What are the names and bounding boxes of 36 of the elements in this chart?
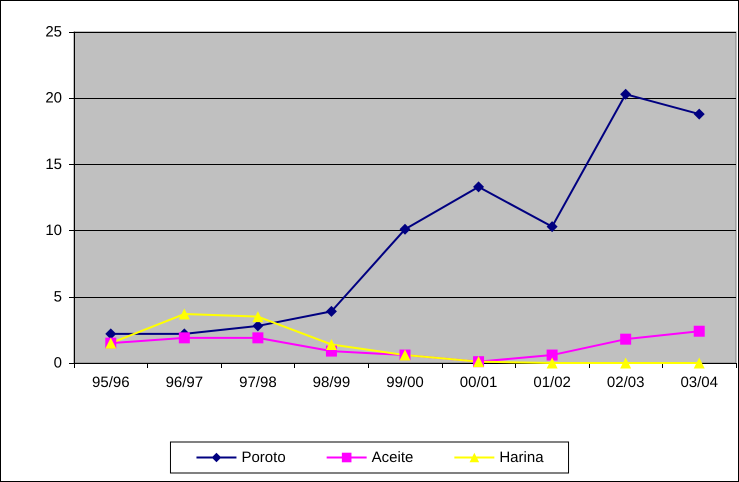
- point: [694, 326, 705, 337]
- legend-label: Harina: [499, 449, 544, 466]
- point: [694, 358, 705, 368]
- point: [546, 350, 558, 361]
- x-tick-label: 96/97: [166, 374, 204, 391]
- y-tick-label: 5: [54, 288, 62, 306]
- point: [178, 308, 190, 320]
- x-tick-label: 01/02: [533, 374, 571, 391]
- point: [326, 338, 337, 350]
- point: [694, 108, 705, 120]
- y-tick-label: 25: [45, 24, 62, 40]
- point: [400, 224, 410, 235]
- x-tick-label: 03/04: [680, 374, 718, 391]
- x-tick-label: 97/98: [239, 374, 277, 391]
- point: [326, 306, 337, 317]
- point: [105, 328, 116, 340]
- point: [252, 311, 264, 322]
- point: [620, 334, 632, 345]
- y-tick-label: 10: [45, 222, 62, 240]
- point: [252, 332, 264, 344]
- legend-label: Aceite: [372, 449, 414, 466]
- point: [546, 221, 558, 232]
- x-tick-label: 95/96: [92, 374, 130, 391]
- point: [178, 332, 190, 344]
- x-tick-label: 02/03: [606, 374, 644, 391]
- point: [546, 358, 558, 368]
- x-tick-label: 00/01: [460, 374, 498, 391]
- point: [620, 358, 632, 368]
- point: [620, 88, 632, 100]
- legend-label: Poroto: [241, 449, 286, 466]
- y-tick-label: 0: [54, 354, 62, 372]
- y-tick-label: 20: [45, 90, 62, 107]
- y-tick-label: 15: [45, 156, 62, 173]
- x-tick-label: 98/99: [312, 374, 350, 391]
- x-tick-label: 99/00: [386, 374, 424, 391]
- point: [473, 181, 484, 192]
